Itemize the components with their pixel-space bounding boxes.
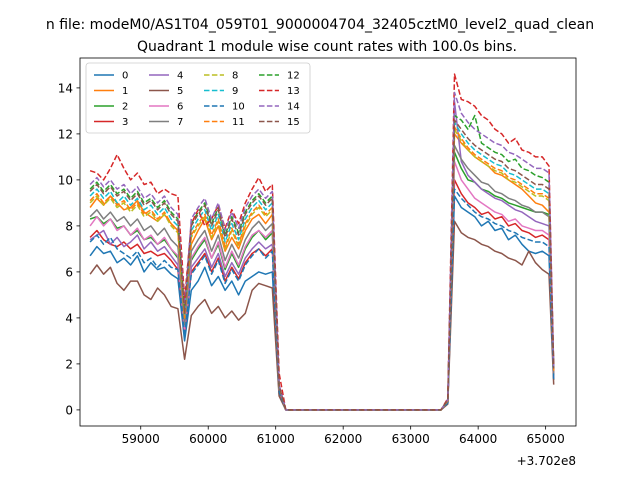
x-offset-label: +3.702e8 [517, 454, 576, 468]
legend-label-4: 4 [177, 71, 183, 82]
legend-label-10: 10 [232, 102, 245, 113]
y-tick-label: 4 [65, 311, 73, 325]
series-line-1 [89, 133, 555, 411]
legend-box [85, 62, 311, 134]
series-line-7 [89, 144, 555, 411]
legend-label-0: 0 [122, 71, 128, 82]
x-tick-label: 59000 [122, 432, 160, 446]
legend-label-13: 13 [287, 86, 300, 97]
legend-label-11: 11 [232, 117, 245, 128]
series-line-9 [89, 121, 555, 411]
legend-label-9: 9 [232, 86, 238, 97]
x-tick-label: 63000 [392, 432, 430, 446]
series-line-3 [89, 179, 555, 411]
legend-label-12: 12 [287, 71, 300, 82]
y-tick-label: 6 [65, 265, 73, 279]
series-line-12 [89, 114, 555, 411]
x-tick-label: 62000 [324, 432, 362, 446]
chart-title: Quadrant 1 module wise count rates with … [137, 39, 517, 55]
y-tick-label: 14 [58, 81, 73, 95]
y-tick-label: 12 [58, 127, 73, 141]
x-tick-label: 65000 [527, 432, 565, 446]
figure-suptitle: n file: modeM0/AS1T04_059T01_9000004704_… [46, 17, 594, 33]
legend-label-3: 3 [122, 117, 128, 128]
series-line-15 [89, 119, 555, 411]
legend-label-8: 8 [232, 71, 238, 82]
y-tick-label: 2 [65, 357, 73, 371]
legend-label-15: 15 [287, 117, 300, 128]
legend-label-2: 2 [122, 102, 128, 113]
series-line-14 [89, 91, 555, 411]
series-line-0 [89, 195, 555, 411]
x-tick-label: 60000 [189, 432, 227, 446]
legend-label-5: 5 [177, 86, 183, 97]
legend-label-14: 14 [287, 102, 300, 113]
y-tick-label: 8 [65, 219, 73, 233]
x-tick-label: 64000 [459, 432, 497, 446]
legend-label-1: 1 [122, 86, 128, 97]
y-tick-label: 0 [65, 403, 73, 417]
x-tick-label: 61000 [257, 432, 295, 446]
y-tick-label: 10 [58, 173, 73, 187]
legend-label-7: 7 [177, 117, 183, 128]
series-line-6 [89, 160, 555, 411]
series-line-10 [89, 188, 555, 411]
legend-label-6: 6 [177, 102, 183, 113]
plot-frame [79, 57, 577, 427]
